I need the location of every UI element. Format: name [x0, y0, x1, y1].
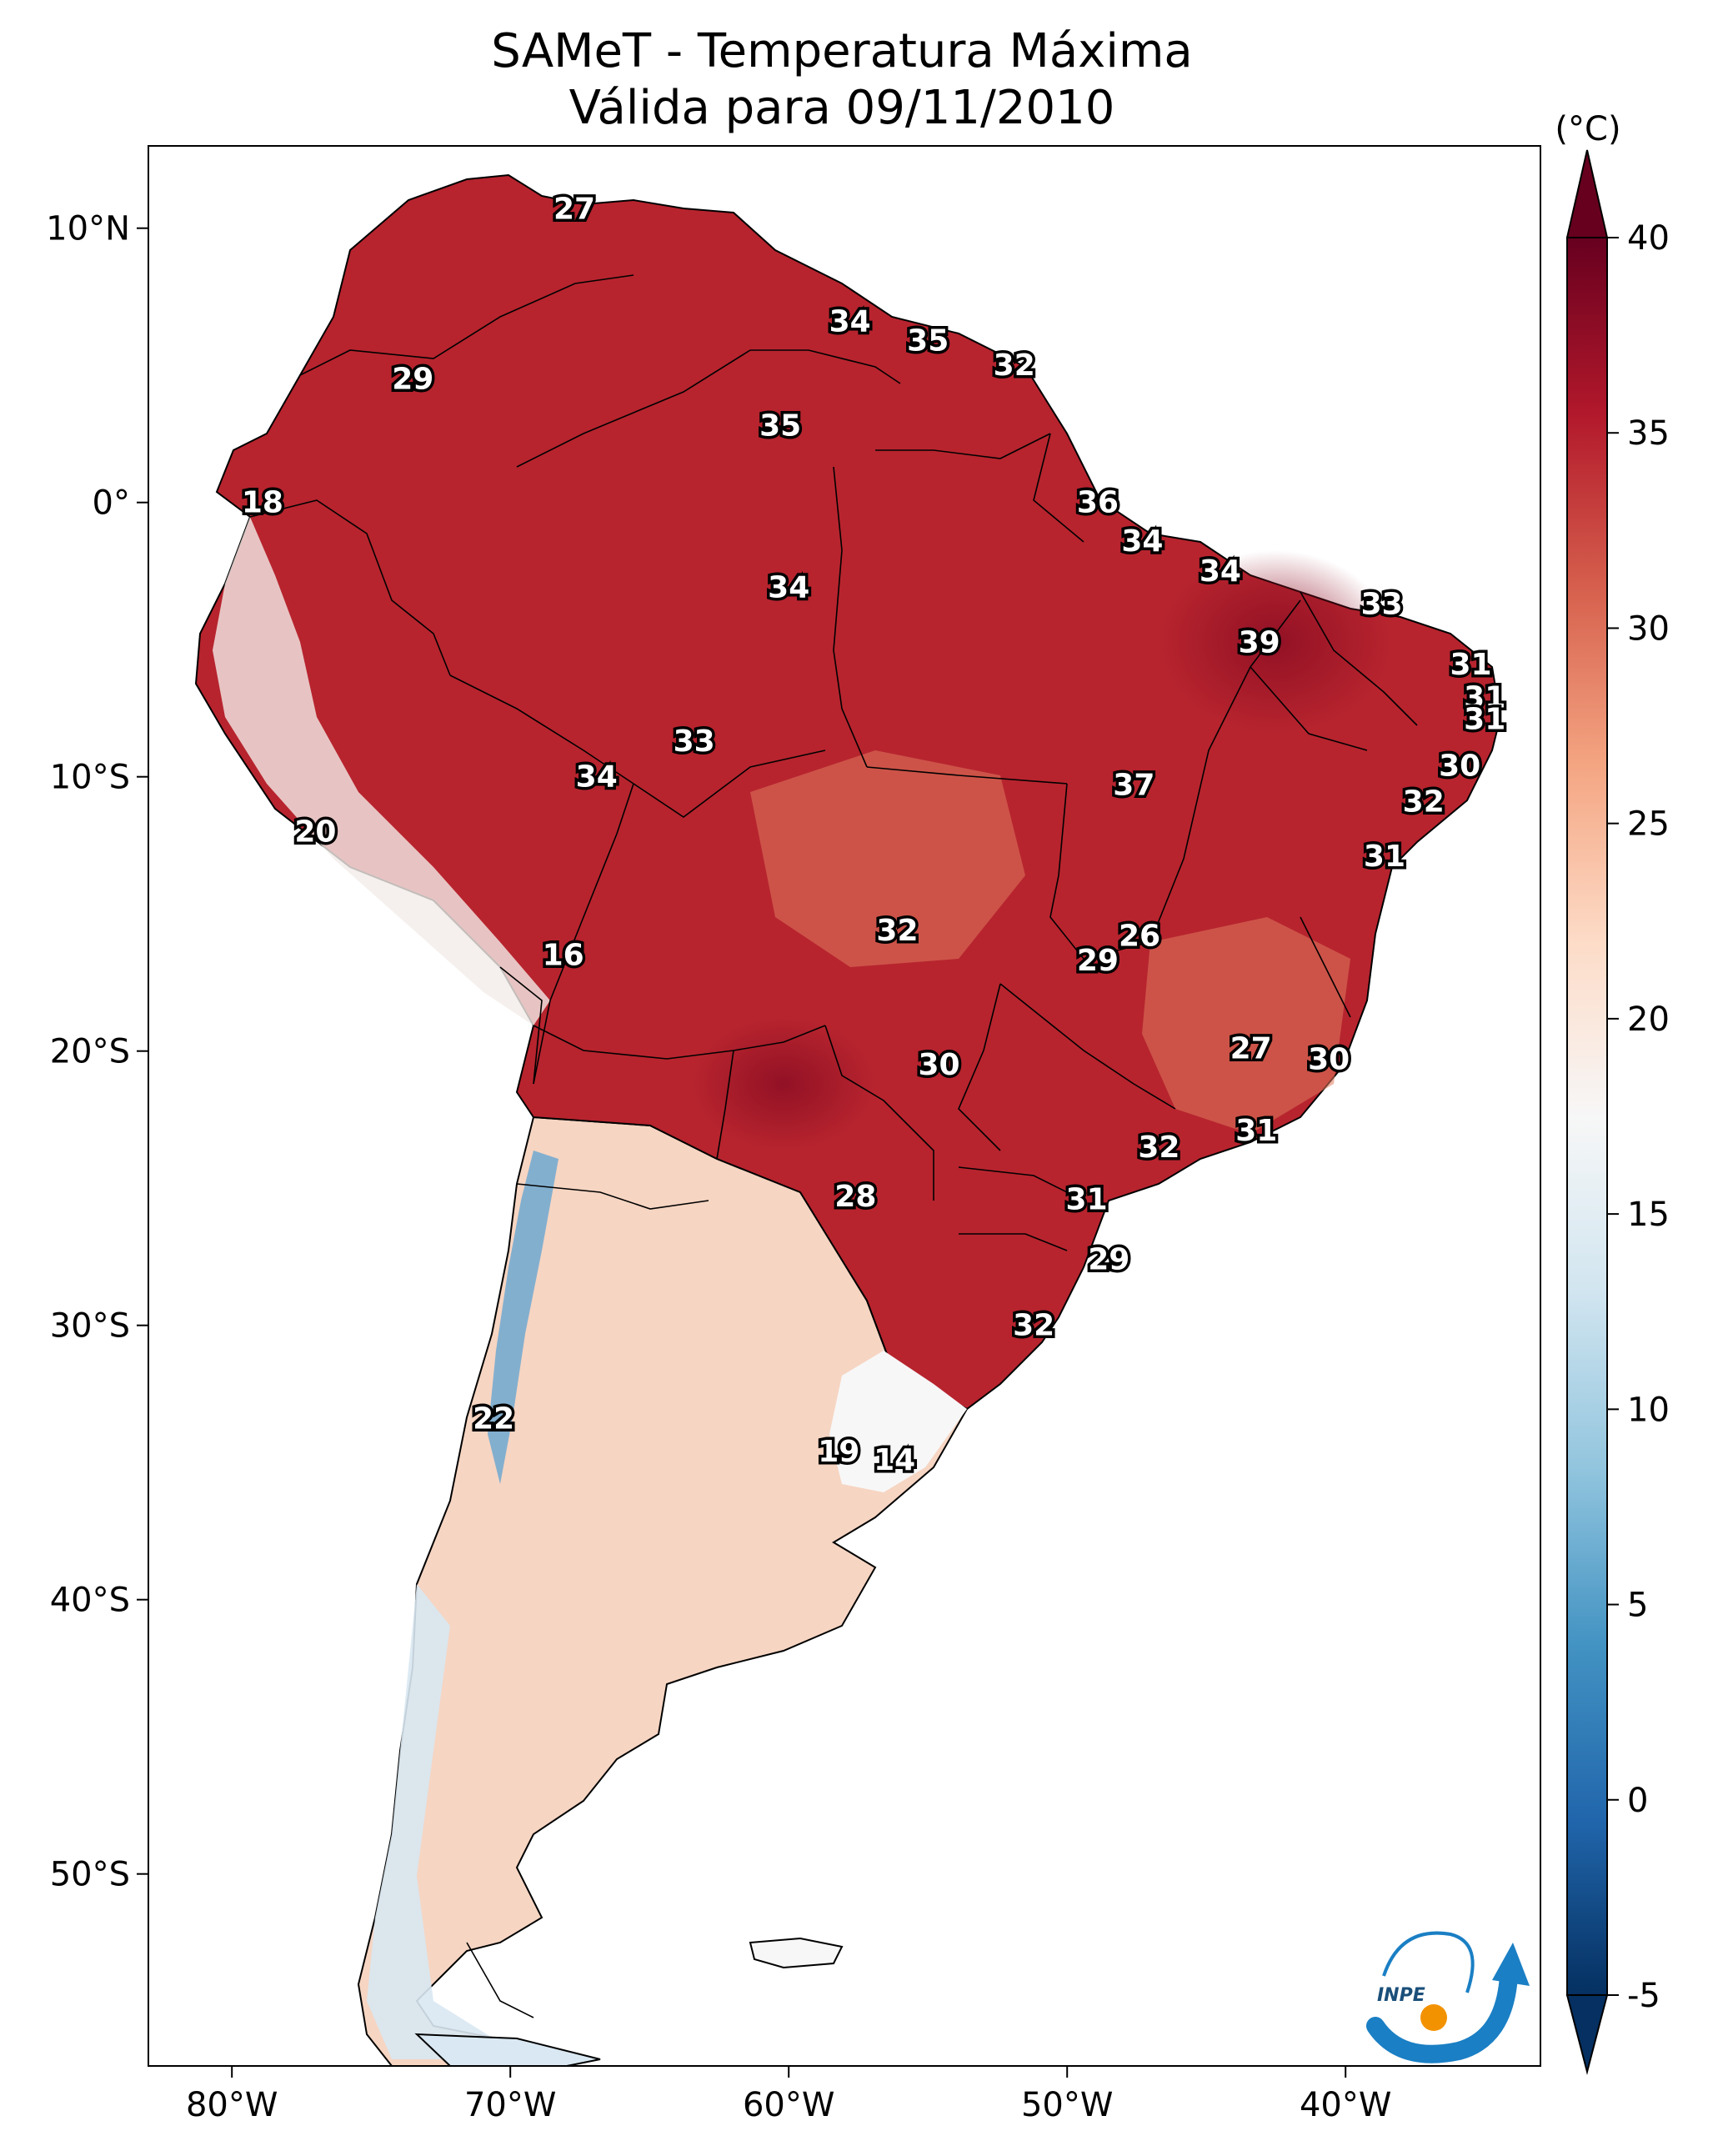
- station-value: 33: [1361, 587, 1403, 621]
- colorbar-tick-label: 30: [1627, 609, 1670, 648]
- station-value: 28: [834, 1180, 876, 1214]
- colorbar-tick-label: -5: [1627, 1977, 1660, 2015]
- longitude-axis: 80°W 70°W 60°W 50°W 40°W: [186, 2066, 1391, 2124]
- station-value: 35: [907, 324, 949, 358]
- station-value: 31: [1464, 680, 1505, 714]
- station-value: 32: [1138, 1131, 1180, 1165]
- station-value: 27: [553, 193, 595, 227]
- x-tick-label: 80°W: [186, 2086, 278, 2124]
- station-value: 33: [674, 725, 715, 759]
- colorbar-tick-label: 0: [1627, 1782, 1648, 1820]
- station-value: 30: [1308, 1043, 1350, 1077]
- station-value: 34: [1121, 524, 1163, 559]
- station-value: 22: [473, 1402, 514, 1436]
- colorbar-tick-label: 20: [1627, 1000, 1670, 1039]
- inpe-logo: INPE: [1366, 1931, 1530, 2063]
- y-tick-label: 0°: [93, 484, 130, 523]
- logo-text: INPE: [1377, 1985, 1425, 2006]
- station-value: 34: [576, 760, 618, 795]
- patagonia-cool-band: [367, 1584, 500, 2059]
- colorbar: (°C) -5 0 5 10 15 20 25 30 35 40: [1555, 110, 1670, 2075]
- station-value: 32: [994, 348, 1035, 383]
- colorbar-tick-label: 10: [1627, 1391, 1670, 1429]
- station-value: 34: [829, 305, 871, 339]
- colorbar-tick-label: 25: [1627, 805, 1670, 844]
- falkland-islands: [749, 1937, 844, 1969]
- station-value: 31: [1364, 840, 1405, 874]
- station-value: 18: [242, 486, 283, 520]
- y-tick-label: 10°S: [50, 759, 130, 797]
- y-tick-label: 20°S: [50, 1033, 130, 1071]
- andes-blue-band: [488, 1151, 558, 1484]
- colorbar-ticks: -5 0 5 10 15 20 25 30 35 40: [1607, 219, 1670, 2015]
- y-tick-label: 30°S: [50, 1307, 130, 1346]
- station-value: 14: [874, 1443, 915, 1477]
- station-value: 19: [818, 1435, 859, 1469]
- pantanal-hotspot: [692, 1017, 875, 1151]
- station-value: 29: [1088, 1243, 1129, 1277]
- station-value: 39: [1239, 625, 1280, 659]
- logo-orange-dot: [1420, 2004, 1447, 2031]
- station-value: 31: [1066, 1182, 1108, 1216]
- logo-arrow-head: [1492, 1943, 1530, 1986]
- station-values: 2729343532353634343339183431313130323137…: [238, 189, 1508, 1480]
- logo-swoosh: [1366, 1967, 1518, 2063]
- tierra-del-fuego: [414, 2033, 601, 2066]
- station-value: 29: [1077, 944, 1119, 978]
- station-value: 34: [1200, 554, 1241, 589]
- colorbar-bar: [1566, 237, 1608, 1996]
- colorbar-min-arrow: [1565, 1994, 1609, 2075]
- map-frame: [148, 145, 1541, 2067]
- uruguay-cool-area: [829, 1351, 967, 1492]
- y-tick-label: 10°N: [46, 210, 130, 248]
- map-subtitle: Válida para 09/11/2010: [569, 81, 1115, 135]
- station-value: 36: [1077, 486, 1119, 520]
- central-brazil-warm-area: [750, 750, 1025, 967]
- x-tick-label: 50°W: [1021, 2086, 1113, 2124]
- y-tick-label: 40°S: [50, 1582, 130, 1620]
- logo-orbit: [1382, 1931, 1475, 1993]
- x-tick-label: 70°W: [464, 2086, 556, 2124]
- station-value: 20: [294, 815, 336, 850]
- andes-cool-band: [213, 517, 550, 1025]
- map-panel: 2729343532353634343339183431313130323137…: [148, 146, 1540, 2066]
- station-value: 37: [1113, 769, 1155, 803]
- station-value: 31: [1450, 648, 1491, 682]
- station-value: 34: [768, 571, 809, 605]
- x-tick-label: 40°W: [1300, 2086, 1391, 2124]
- colorbar-tick-label: 5: [1627, 1587, 1648, 1625]
- station-value: 26: [1119, 920, 1160, 954]
- y-tick-label: 50°S: [50, 1856, 130, 1894]
- southeast-warm-area: [1142, 917, 1350, 1134]
- northeast-hotspot: [1159, 550, 1392, 734]
- station-value: 16: [543, 939, 584, 973]
- map-title: SAMeT - Temperatura Máxima: [491, 24, 1193, 78]
- colorbar-max-arrow: [1565, 149, 1609, 238]
- colorbar-unit: (°C): [1555, 110, 1620, 148]
- colorbar-tick-label: 35: [1627, 414, 1670, 453]
- station-value: 30: [919, 1048, 960, 1082]
- station-value: 30: [1439, 750, 1480, 784]
- station-value: 35: [759, 409, 801, 444]
- latitude-axis: 10°N 0° 10°S 20°S 30°S 40°S 50°S: [46, 210, 148, 1894]
- station-value: 32: [876, 914, 918, 948]
- station-value: 31: [1235, 1114, 1277, 1148]
- country-borders: [249, 274, 1418, 2018]
- colorbar-tick-label: 15: [1627, 1196, 1670, 1234]
- colorbar-tick-label: 40: [1627, 219, 1670, 258]
- station-value: 32: [1403, 785, 1445, 819]
- x-tick-label: 60°W: [743, 2086, 834, 2124]
- station-value: 31: [1464, 703, 1505, 737]
- station-value: 27: [1230, 1031, 1272, 1065]
- station-value: 29: [392, 363, 433, 397]
- station-value: 32: [1013, 1309, 1054, 1343]
